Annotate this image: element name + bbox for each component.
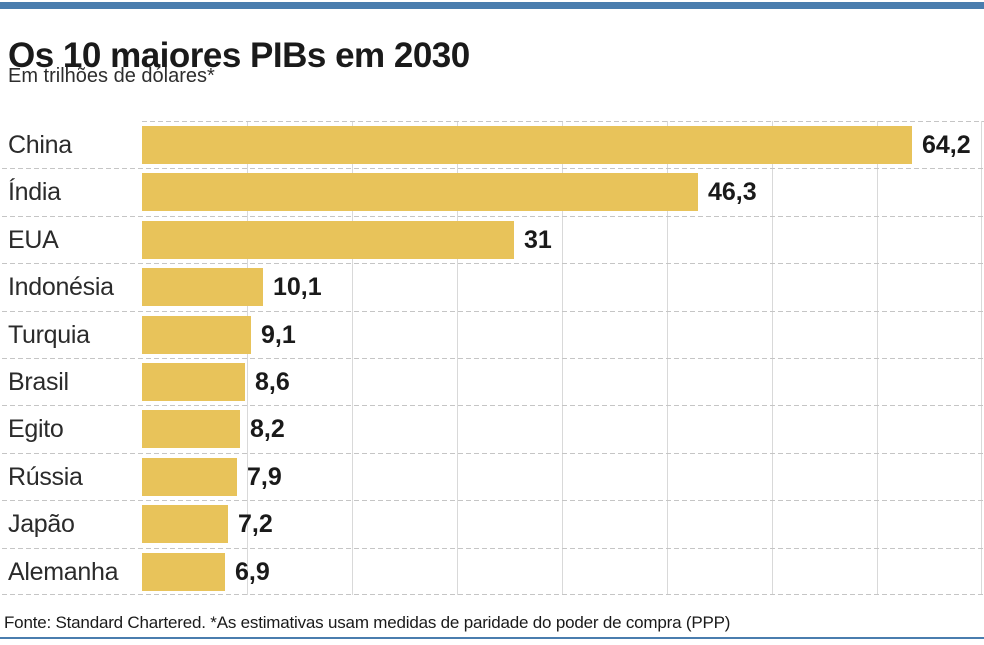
bar-eua: [142, 221, 514, 259]
chart-subtitle: Em trilhões de dólares*: [8, 65, 215, 87]
chart-row-russia: Rússia 7,9: [0, 453, 984, 501]
bottom-accent-bar: [0, 637, 984, 639]
value-label-russia: 7,9: [247, 462, 282, 491]
value-label-alemanha: 6,9: [235, 557, 270, 586]
category-label-russia: Rússia: [8, 462, 83, 491]
bar-chart: China 64,2 Índia 46,3 EUA 31 Indonésia 10,1 Turq…: [0, 121, 984, 595]
bar-russia: [142, 458, 237, 496]
row-separator-dashed: [2, 594, 984, 595]
chart-row-alemanha: Alemanha 6,9: [0, 548, 984, 596]
value-label-eua: 31: [524, 225, 552, 254]
page-title: Os 10 maiores PIBs em 2030: [8, 36, 470, 76]
category-label-brasil: Brasil: [8, 367, 69, 396]
value-label-india: 46,3: [708, 177, 757, 206]
category-label-china: China: [8, 130, 72, 159]
value-label-japao: 7,2: [238, 509, 273, 538]
bar-china: [142, 126, 912, 164]
value-label-egito: 8,2: [250, 414, 285, 443]
value-label-brasil: 8,6: [255, 367, 290, 396]
chart-row-china: China 64,2: [0, 121, 984, 169]
category-label-japao: Japão: [8, 509, 75, 538]
category-label-eua: EUA: [8, 225, 59, 254]
bar-japao: [142, 505, 228, 543]
row-separator-dashed: [2, 216, 984, 217]
chart-row-japao: Japão 7,2: [0, 500, 984, 548]
source-note: Fonte: Standard Chartered. *As estimativ…: [4, 613, 731, 632]
value-label-indonesia: 10,1: [273, 272, 322, 301]
row-separator-dashed: [2, 311, 984, 312]
bar-brasil: [142, 363, 245, 401]
row-separator-dashed: [2, 453, 984, 454]
category-label-turquia: Turquia: [8, 320, 90, 349]
row-separator-dashed: [2, 500, 984, 501]
top-accent-bar: [0, 2, 984, 9]
chart-row-eua: EUA 31: [0, 216, 984, 264]
value-label-china: 64,2: [922, 130, 971, 159]
chart-row-india: Índia 46,3: [0, 168, 984, 216]
bar-egito: [142, 410, 240, 448]
chart-row-turquia: Turquia 9,1: [0, 311, 984, 359]
row-separator-dashed: [2, 263, 984, 264]
chart-row-egito: Egito 8,2: [0, 405, 984, 453]
value-label-turquia: 9,1: [261, 320, 296, 349]
bar-turquia: [142, 316, 251, 354]
category-label-indonesia: Indonésia: [8, 272, 114, 301]
category-label-alemanha: Alemanha: [8, 557, 119, 586]
row-separator-dashed: [2, 548, 984, 549]
category-label-india: Índia: [8, 177, 61, 206]
bar-india: [142, 173, 698, 211]
bar-indonesia: [142, 268, 263, 306]
row-separator-dashed: [2, 405, 984, 406]
chart-row-brasil: Brasil 8,6: [0, 358, 984, 406]
row-separator-dashed: [2, 358, 984, 359]
chart-row-indonesia: Indonésia 10,1: [0, 263, 984, 311]
row-separator-dashed: [2, 168, 984, 169]
row-separator-dashed: [142, 121, 984, 122]
bar-alemanha: [142, 553, 225, 591]
category-label-egito: Egito: [8, 414, 64, 443]
